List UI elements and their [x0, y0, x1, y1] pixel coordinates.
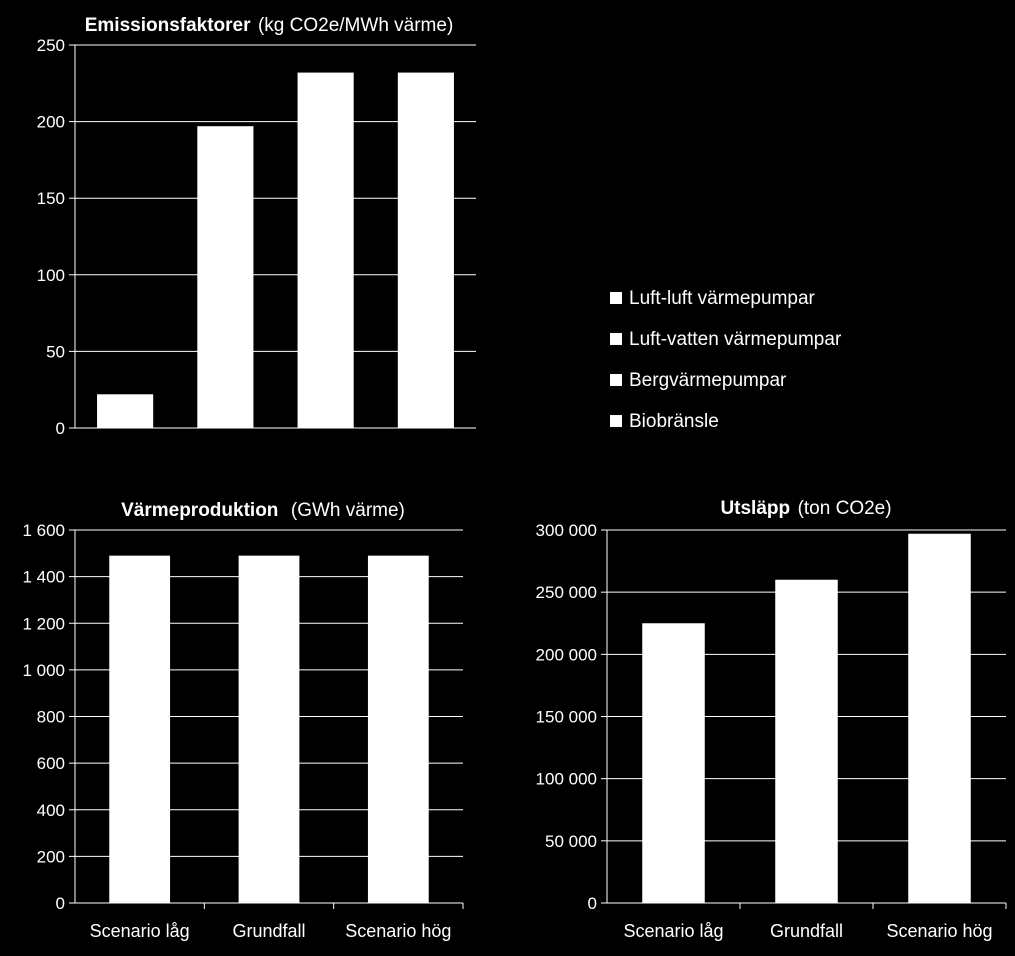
c3-bar [908, 533, 971, 903]
chart2-title: Värmeproduktion (GWh värme) [121, 500, 405, 521]
legend-swatch-1 [610, 292, 622, 304]
c2-category-label: Scenario hög [345, 921, 451, 941]
legend-item-2: Luft-vatten värmepumpar [629, 329, 842, 350]
c3-ytick-label: 100 000 [536, 770, 597, 789]
c3-bar [642, 623, 705, 903]
legend-swatch-3 [610, 374, 622, 386]
c2-ytick-label: 600 [37, 754, 65, 773]
c3-ytick-label: 0 [588, 894, 597, 913]
legend-item-1: Luft-luft värmepumpar [629, 288, 816, 309]
c3-category-label: Scenario låg [623, 921, 723, 941]
c3-ytick-label: 250 000 [536, 583, 597, 602]
c3-bar [775, 579, 838, 903]
c3-ytick-label: 50 000 [545, 832, 597, 851]
emission-factor-chart: 0 50 100 150 200 250 [37, 36, 476, 438]
chart1-title: Emissionsfaktorer (kg CO2e/MWh värme) [85, 15, 454, 36]
c2-category-label: Grundfall [232, 921, 305, 941]
c2-ytick-label: 1 200 [22, 614, 65, 633]
c2-ytick-label: 1 000 [22, 661, 65, 680]
legend: Luft-luft värmepumpar Luft-vatten värmep… [610, 288, 842, 432]
c1-bar [97, 394, 154, 428]
c1-bar [297, 72, 354, 429]
legend-swatch-2 [610, 333, 622, 345]
c1-ytick-label: 150 [37, 189, 65, 208]
c3-category-label: Grundfall [770, 921, 843, 941]
c1-ytick-label: 100 [37, 266, 65, 285]
legend-swatch-4 [610, 415, 622, 427]
c2-ytick-label: 1 600 [22, 521, 65, 540]
c2-ytick-label: 800 [37, 708, 65, 727]
c3-category-label: Scenario hög [886, 921, 992, 941]
emissions-chart: 0 50 000 100 000 150 000 200 000 250 000 300 0… [536, 521, 1007, 941]
legend-item-3: Bergvärmepumpar [629, 370, 787, 391]
c1-ytick-label: 250 [37, 36, 65, 55]
c2-bar [109, 555, 171, 903]
c2-ytick-label: 1 400 [22, 568, 65, 587]
c1-bar [197, 126, 254, 429]
c3-ytick-label: 300 000 [536, 521, 597, 540]
c1-ytick-label: 0 [56, 419, 65, 438]
c2-category-label: Scenario låg [90, 921, 190, 941]
c1-ytick-label: 200 [37, 113, 65, 132]
legend-item-4: Biobränsle [629, 411, 719, 432]
c1-bar [397, 72, 454, 429]
c1-ytick-label: 50 [46, 342, 65, 361]
c2-ytick-label: 0 [56, 894, 65, 913]
c3-ytick-label: 150 000 [536, 708, 597, 727]
chart3-title: Utsläpp (ton CO2e) [720, 498, 891, 519]
c2-ytick-label: 400 [37, 801, 65, 820]
c2-bar [238, 555, 300, 903]
c2-bar [367, 555, 429, 903]
heat-production-chart: 0 200 400 600 800 1 000 1 200 1 400 1 600 Scenari… [22, 521, 464, 941]
c2-ytick-label: 200 [37, 847, 65, 866]
c3-ytick-label: 200 000 [536, 645, 597, 664]
